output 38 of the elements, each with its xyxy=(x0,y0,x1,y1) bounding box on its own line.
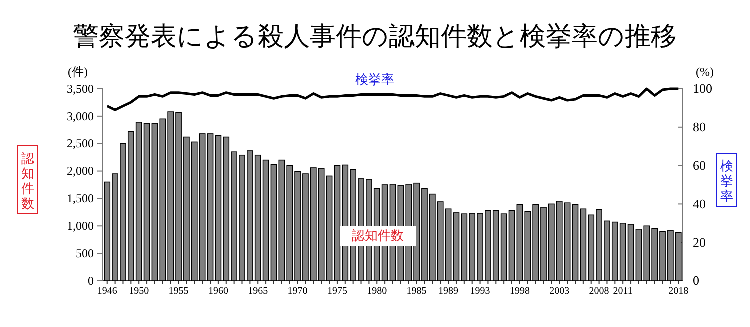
y-tick-label: 3,000 xyxy=(67,109,94,124)
y-tick-label: 1,500 xyxy=(67,192,94,206)
y2-tick-label: 80 xyxy=(693,120,706,135)
y2-tick-label: 100 xyxy=(693,81,712,96)
y2-tick-label: 40 xyxy=(693,196,706,212)
x-tick-label: 1980 xyxy=(367,286,388,298)
series-label: 検挙率 xyxy=(356,72,394,88)
text: (件) xyxy=(68,65,88,79)
y-tick-label: 2,000 xyxy=(67,164,94,178)
y-tick-label: 1,000 xyxy=(67,218,94,233)
x-tick-label: 1989 xyxy=(438,286,459,298)
x-tick-label: 2003 xyxy=(550,286,570,298)
x-tick-label: 2018 xyxy=(668,286,689,298)
line-series xyxy=(106,88,680,112)
y2-axis-title: 検挙率 xyxy=(720,160,734,204)
y-tick-label: 500 xyxy=(76,246,94,260)
y-tick-label: 0 xyxy=(88,274,94,288)
y-tick-label: 3,500 xyxy=(67,82,94,96)
x-tick-label: 1946 xyxy=(97,286,118,298)
series-label: 認知件数 xyxy=(352,229,404,244)
x-tick-label: 1960 xyxy=(208,286,228,298)
x-tick-label: 1965 xyxy=(248,286,268,298)
x-tick-label: 2008 xyxy=(589,286,610,298)
x-tick-label: 1970 xyxy=(288,286,308,298)
x-tick-label: 1998 xyxy=(510,286,530,298)
y-tick-label: 2,500 xyxy=(67,136,94,151)
chart-title: 警察発表による殺人事件の認知件数と検挙率の推移 xyxy=(73,22,677,52)
x-tick-label: 1993 xyxy=(470,286,490,298)
y2-tick-label: 20 xyxy=(693,234,706,250)
x-tick-label: 1950 xyxy=(129,286,150,298)
y-axis-title: 認知件数 xyxy=(22,152,34,212)
x-tick-label: 1975 xyxy=(327,286,348,298)
x-tick-label: 2011 xyxy=(613,286,633,298)
x-tick-label: 1955 xyxy=(168,286,189,298)
y2-tick-label: 60 xyxy=(693,158,706,173)
x-tick-label: 1985 xyxy=(406,286,427,298)
y2-tick-label: 0 xyxy=(693,273,700,288)
text: (%) xyxy=(696,65,714,79)
